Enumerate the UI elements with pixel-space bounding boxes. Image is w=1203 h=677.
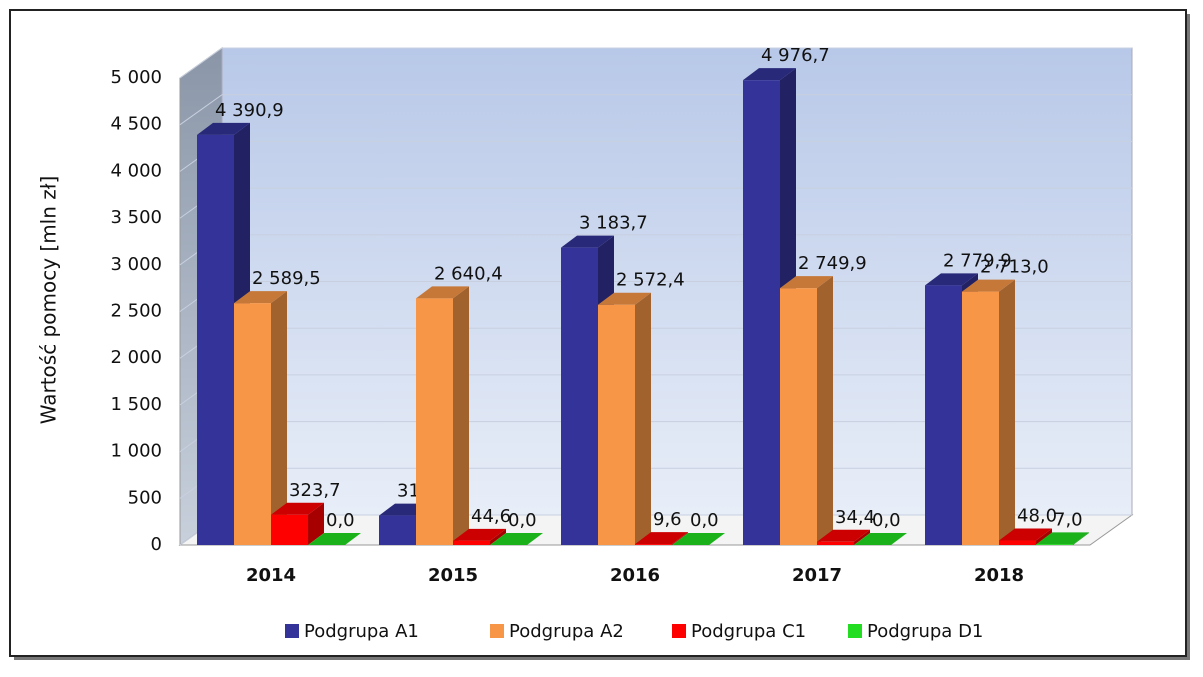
y-axis-label: Wartość pomocy [mln zł] xyxy=(37,176,61,425)
x-tick-label: 2015 xyxy=(428,565,478,586)
y-tick-label: 3 500 xyxy=(110,207,162,228)
bar-side xyxy=(453,286,469,545)
value-label: 2 749,9 xyxy=(798,253,867,274)
bar-top xyxy=(817,529,870,542)
y-tick-label: 4 500 xyxy=(110,114,162,135)
bar xyxy=(743,80,780,546)
value-label: 44,6 xyxy=(471,506,511,527)
x-tick-label: 2014 xyxy=(246,565,296,586)
grid-line xyxy=(179,47,1132,79)
bar xyxy=(1036,544,1073,545)
value-label: 323,7 xyxy=(289,480,341,501)
legend-label: Podgrupa C1 xyxy=(691,621,806,642)
bar-top xyxy=(453,528,506,541)
bar-side xyxy=(1073,532,1089,545)
bar-top xyxy=(925,273,978,286)
bar-side xyxy=(308,502,324,545)
bar-top xyxy=(672,533,725,545)
bar xyxy=(234,303,271,545)
bar-top xyxy=(416,286,469,299)
legend-swatch xyxy=(490,624,504,638)
bar xyxy=(999,540,1036,545)
legend-swatch xyxy=(672,624,686,638)
value-label: 0,0 xyxy=(690,510,719,531)
value-label: 0,0 xyxy=(508,510,537,531)
bar xyxy=(635,544,672,545)
bar xyxy=(197,134,234,545)
bar-top xyxy=(490,533,543,545)
bar-top xyxy=(743,68,796,81)
value-label: 2 572,4 xyxy=(616,270,685,291)
value-label: 2 640,4 xyxy=(434,263,503,284)
bar xyxy=(925,285,962,545)
grid-line xyxy=(179,94,1132,126)
value-label: 7,0 xyxy=(1054,509,1083,530)
value-label: 4 390,9 xyxy=(215,100,284,121)
bar xyxy=(817,541,854,545)
bar-top xyxy=(271,502,324,515)
bar-top xyxy=(962,279,1015,292)
y-tick-label: 4 000 xyxy=(110,160,162,181)
x-tick-label: 2016 xyxy=(610,565,660,586)
bar-side xyxy=(271,291,287,545)
value-label: 0,0 xyxy=(326,510,355,531)
bar-top xyxy=(780,276,833,289)
bar-side xyxy=(672,532,688,545)
bar xyxy=(561,247,598,545)
y-tick-label: 2 500 xyxy=(110,301,162,322)
bar-side xyxy=(999,279,1015,545)
legend-swatch xyxy=(285,624,299,638)
bar-top xyxy=(197,122,250,135)
bar-side xyxy=(490,528,506,545)
bar-top xyxy=(561,235,614,248)
bar xyxy=(780,288,817,545)
value-label: 0,0 xyxy=(872,510,901,531)
bar-side xyxy=(635,292,651,545)
y-tick-label: 1 500 xyxy=(110,394,162,415)
value-label: 3 183,7 xyxy=(579,213,648,234)
bar-side xyxy=(817,276,833,545)
bar-side xyxy=(854,529,870,545)
y-tick-label: 3 000 xyxy=(110,254,162,275)
bar xyxy=(379,515,416,545)
value-label: 2 589,5 xyxy=(252,268,321,289)
value-label: 2 713,0 xyxy=(980,257,1049,278)
legend-label: Podgrupa D1 xyxy=(867,621,983,642)
value-label: 4 976,7 xyxy=(761,45,830,66)
bar xyxy=(453,540,490,545)
bar xyxy=(598,304,635,545)
bar-top xyxy=(635,532,688,545)
legend-swatch xyxy=(848,624,862,638)
y-tick-label: 0 xyxy=(151,534,162,555)
y-tick-label: 5 000 xyxy=(110,67,162,88)
bar-top xyxy=(308,533,361,545)
value-label: 2 779,9 xyxy=(943,250,1012,271)
y-tick-label: 500 xyxy=(128,487,162,508)
x-tick-label: 2018 xyxy=(974,565,1024,586)
legend-label: Podgrupa A2 xyxy=(509,621,624,642)
bar-side xyxy=(1036,528,1052,545)
value-label: 48,0 xyxy=(1017,506,1057,527)
bar-top xyxy=(234,291,287,304)
x-tick-label: 2017 xyxy=(792,565,842,586)
bar-top xyxy=(999,528,1052,541)
y-tick-label: 1 000 xyxy=(110,441,162,462)
bar-top xyxy=(1036,532,1089,545)
value-label: 9,6 xyxy=(653,509,682,530)
bar xyxy=(416,298,453,545)
bar-top xyxy=(598,292,651,305)
bar-top xyxy=(854,533,907,545)
bar xyxy=(962,291,999,545)
bar xyxy=(271,514,308,545)
y-tick-label: 2 000 xyxy=(110,347,162,368)
value-label: 34,4 xyxy=(835,507,875,528)
legend-label: Podgrupa A1 xyxy=(304,621,419,642)
